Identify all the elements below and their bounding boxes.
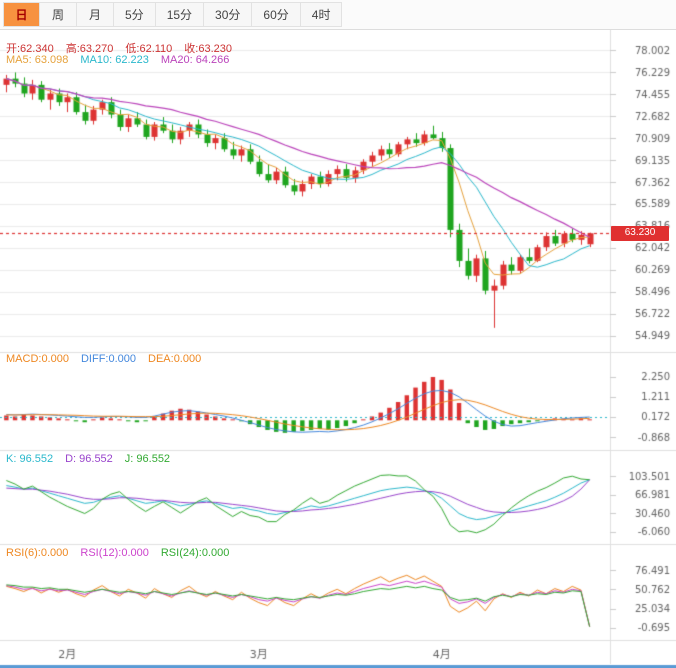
tab-60min[interactable]: 60分	[252, 2, 301, 27]
tab-4hour[interactable]: 4时	[300, 2, 343, 27]
timeframe-tabbar: 日 周 月 5分 15分 30分 60分 4时	[0, 0, 676, 30]
chart-canvas[interactable]	[0, 30, 676, 668]
tab-week[interactable]: 周	[40, 2, 77, 27]
tab-day[interactable]: 日	[3, 2, 40, 27]
tab-month[interactable]: 月	[77, 2, 114, 27]
tab-30min[interactable]: 30分	[204, 2, 253, 27]
tab-5min[interactable]: 5分	[114, 2, 156, 27]
chart-area: 开:62.340 高:63.270 低:62.110 收:63.230 MA5:…	[0, 30, 676, 668]
tab-15min[interactable]: 15分	[155, 2, 205, 27]
